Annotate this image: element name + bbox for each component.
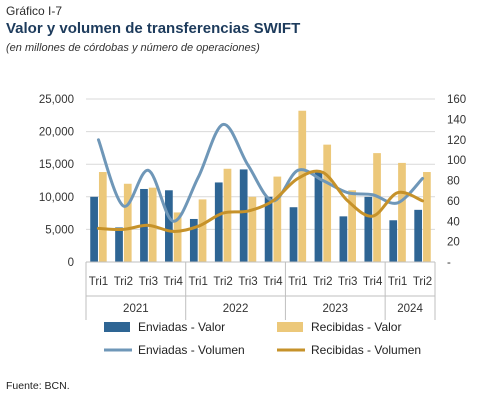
bar-recibidas-valor [323,144,332,262]
legend-enviadas-valor-swatch [104,322,130,332]
bar-enviadas-valor [414,209,423,262]
legend-enviadas-volumen-label: Enviadas - Volumen [138,343,245,357]
bar-recibidas-valor [223,168,232,262]
y-right-tick-label: 20 [447,237,460,249]
legend-enviadas-valor-label: Enviadas - Valor [138,320,225,334]
x-tick-label: Tri2 [313,276,332,288]
bar-enviadas-valor [189,218,198,262]
x-tick-label: Tri4 [263,276,283,288]
bar-recibidas-valor [173,212,182,262]
x-tick-label: Tri3 [238,276,257,288]
x-group-label: 2023 [322,303,348,315]
bar-recibidas-valor [373,153,381,262]
x-tick-label: Tri1 [188,276,207,288]
chart-title: Valor y volumen de transferencias SWIFT [6,20,301,37]
bar-enviadas-valor [90,196,98,262]
bar-enviadas-valor [165,190,173,262]
bar-enviadas-valor [214,182,223,262]
y-right-tick-label: 40 [447,216,460,228]
y-right-tick-label: 160 [447,94,466,106]
bar-recibidas-valor [398,162,406,262]
bar-recibidas-valor [198,199,207,262]
line-enviadas-volumen [96,122,425,223]
y-right-tick-label: 80 [447,176,460,188]
combo-chart: 0 5,000 10,000 15,000 20,000 25,000 - 20 40 60 80 1… [39,94,466,357]
x-tick-label: Tri1 [89,276,108,288]
y-right-tick-label: 60 [447,196,460,208]
x-tick-label: Tri2 [413,276,432,288]
y-right-tick-label: 120 [447,135,466,147]
bar-recibidas-valor [248,196,257,262]
x-tick-label: Tri2 [213,276,232,288]
x-tick-label: Tri1 [288,276,307,288]
y-right-tick-label: 140 [447,114,466,126]
y-right-tick-label: - [447,257,451,269]
source-note: Fuente: BCN. [6,380,70,392]
x-tick-label: Tri1 [388,276,407,288]
y-right-tick-label: 100 [447,155,466,167]
bar-recibidas-valor [273,176,282,262]
bar-enviadas-valor [389,220,398,262]
x-group-label: 2024 [397,303,423,315]
y-left-tick-label: 0 [68,257,74,269]
legend-recibidas-valor-swatch [277,322,303,332]
y-left-tick-label: 10,000 [39,192,74,204]
x-tick-label: Tri2 [114,276,133,288]
chart-subtitle: (en millones de córdobas y número de ope… [6,42,260,54]
x-group-label: 2021 [123,303,149,315]
bar-enviadas-valor [289,207,298,262]
x-tick-label: Tri4 [363,276,383,288]
y-left-tick-label: 20,000 [39,127,74,139]
bar-enviadas-valor [314,170,323,262]
bar-enviadas-valor [115,227,123,262]
legend-recibidas-valor-label: Recibidas - Valor [311,320,401,334]
y-left-tick-label: 15,000 [39,159,74,171]
bar-recibidas-valor [298,110,307,263]
y-left-tick-label: 5,000 [45,224,74,236]
chart-label: Gráfico I-7 [6,4,63,18]
line-recibidas-volumen [96,169,425,233]
bar-enviadas-valor [239,169,248,262]
x-tick-label: Tri3 [338,276,357,288]
bar-recibidas-valor [348,190,356,262]
y-left-tick-label: 25,000 [39,94,74,106]
bar-recibidas-valor [423,172,431,262]
bar-recibidas-valor [98,172,107,262]
x-tick-label: Tri3 [139,276,158,288]
bar-enviadas-valor [339,216,348,262]
x-group-label: 2022 [223,303,249,315]
bar-enviadas-valor [264,196,273,262]
bar-enviadas-valor [364,196,373,262]
x-tick-label: Tri4 [164,276,184,288]
legend-recibidas-volumen-label: Recibidas - Volumen [311,343,421,357]
bar-recibidas-valor [123,183,132,262]
